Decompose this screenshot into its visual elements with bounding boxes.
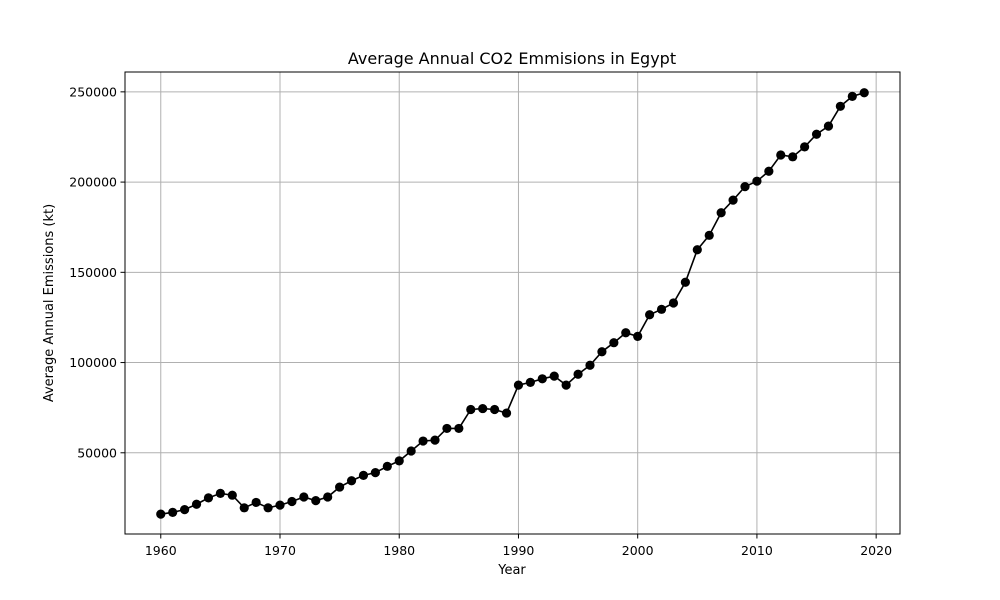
data-point (823, 121, 834, 131)
grid-lines (125, 72, 900, 534)
x-tick-label: 2010 (741, 543, 773, 558)
data-point (668, 298, 679, 308)
data-point (597, 347, 607, 357)
data-point (788, 152, 798, 162)
data-point (859, 88, 869, 98)
data-point (215, 488, 225, 498)
data-point (454, 423, 464, 434)
data-point (311, 496, 321, 506)
plot-frame (124, 71, 901, 535)
data-point (776, 150, 786, 160)
data-point (287, 496, 297, 507)
data-point (203, 493, 214, 503)
data-point (549, 371, 559, 381)
y-tick-label: 50000 (77, 445, 117, 460)
axis-ticks: 1960 1970 1980 1990 2000 2010 2020 50000 100000 1… (69, 84, 892, 558)
data-point (191, 499, 202, 509)
data-point (478, 403, 488, 414)
data-point (680, 277, 690, 287)
data-point (227, 490, 237, 500)
data-point (442, 423, 452, 434)
data-point (800, 142, 810, 152)
data-point (501, 408, 512, 418)
data-point (180, 505, 190, 515)
data-point (656, 304, 667, 314)
data-point (704, 230, 714, 240)
data-point (633, 331, 643, 341)
x-tick-label: 1990 (503, 543, 535, 558)
data-point (418, 436, 428, 446)
data-point (811, 129, 822, 139)
data-point (156, 509, 166, 519)
data-point (406, 446, 416, 456)
data-point (537, 374, 547, 384)
x-tick-label: 2000 (622, 543, 654, 558)
data-point (847, 91, 857, 101)
data-point (752, 176, 762, 186)
data-point (740, 181, 750, 192)
series-group (156, 88, 869, 519)
y-tick-label: 150000 (69, 265, 117, 280)
data-point (525, 377, 535, 388)
chart-title: Average Annual CO2 Emmisions in Egypt (348, 49, 676, 68)
data-point (645, 310, 655, 320)
data-point (299, 492, 309, 502)
x-tick-label: 1980 (383, 543, 415, 558)
data-point (716, 208, 726, 218)
y-tick-label: 100000 (69, 355, 117, 370)
data-point (323, 492, 333, 502)
y-tick-label: 200000 (69, 175, 117, 190)
x-tick-label: 2020 (860, 543, 892, 558)
data-point (335, 482, 345, 492)
series-line (160, 91, 865, 515)
data-point (239, 503, 249, 513)
x-axis-label: Year (497, 563, 526, 578)
data-point (346, 476, 357, 486)
data-point (430, 435, 440, 445)
data-point (513, 380, 524, 390)
y-tick-label: 250000 (69, 84, 117, 99)
data-point (728, 195, 738, 205)
data-point (573, 369, 583, 379)
x-tick-label: 1960 (145, 543, 177, 558)
data-point (466, 404, 476, 415)
x-tick-label: 1970 (264, 543, 296, 558)
data-point (490, 404, 500, 415)
data-point (394, 456, 404, 466)
data-point (561, 380, 571, 390)
data-point (585, 360, 595, 370)
data-point (358, 470, 369, 480)
data-point (764, 166, 774, 176)
y-axis-label: Average Annual Emissions (kt) (42, 204, 57, 402)
data-point (263, 503, 273, 513)
data-point (251, 497, 261, 508)
data-point (370, 468, 380, 478)
data-point (835, 101, 845, 111)
data-point (382, 461, 392, 471)
data-point (621, 328, 631, 338)
data-point (168, 507, 178, 517)
data-point (692, 245, 702, 255)
data-point (275, 500, 285, 510)
data-point (609, 338, 619, 348)
